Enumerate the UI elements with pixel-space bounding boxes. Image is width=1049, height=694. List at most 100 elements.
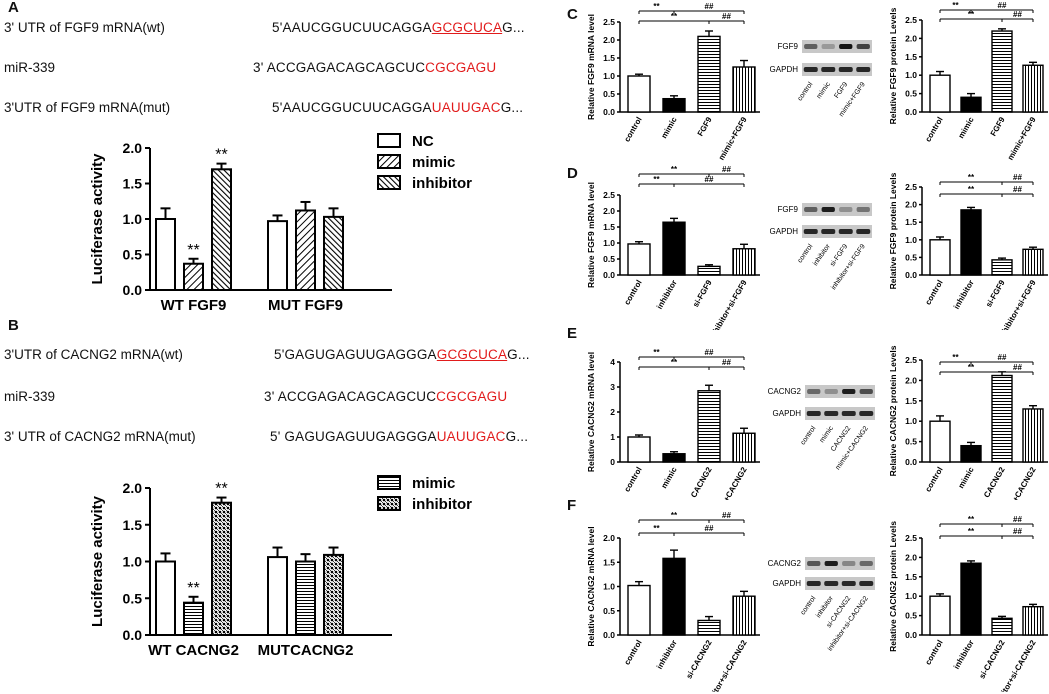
bar: [155, 560, 176, 636]
y-tick-label: 1.0: [905, 416, 917, 426]
y-tick-label: 1.0: [905, 235, 917, 245]
y-axis-label: Relative CACNG2 mRNA level: [586, 352, 596, 472]
significance-marker: **: [653, 524, 660, 533]
bar: [183, 262, 204, 291]
significance-marker: **: [671, 358, 678, 367]
bar: [697, 35, 721, 113]
legend-swatch: [377, 475, 401, 490]
bar: [295, 560, 316, 636]
blot-band: [821, 44, 835, 49]
x-tick-label: control: [923, 466, 944, 494]
bar: [960, 562, 982, 636]
chart-d-mrna: 0.0 0.5 1.0 1.5 2.0 2.5 Relative FGF9 mRNA lev…: [586, 165, 760, 330]
y-tick-label: 2: [610, 407, 615, 417]
bar: [323, 553, 344, 636]
blot-band: [804, 44, 818, 49]
x-tick-label: control: [923, 116, 944, 144]
panel-label-a: A: [8, 0, 19, 16]
blot-band: [803, 67, 818, 72]
x-tick-label: mimic+FGF9: [1006, 115, 1038, 162]
significance-marker: **: [968, 515, 975, 524]
significance-marker: **: [653, 348, 660, 357]
y-tick-label: 2.5: [905, 15, 917, 25]
sequence-suffix: G...: [500, 100, 524, 115]
sequence-suffix: G...: [507, 347, 530, 362]
y-tick-label: 0.5: [905, 252, 917, 262]
significance-marker: **: [968, 173, 975, 182]
bar: [960, 96, 982, 113]
chart-e-protein: 0.0 0.5 1.0 1.5 2.0 2.5 Relative CACNG2 protei…: [888, 345, 1048, 500]
y-tick-label: 2.5: [603, 17, 615, 27]
y-tick-label: 3: [610, 382, 615, 392]
blot-band: [856, 207, 870, 212]
y-tick-label: 1.0: [905, 591, 917, 601]
x-tick-label: control: [622, 279, 643, 307]
sequence-text: 5'AAUCGGUCUUCAGGAGCGCUCAG...: [272, 20, 525, 35]
luciferase-chart-a: 0.0 0.5 1.0 1.5 2.0 Luciferase activity ** ** WT…: [89, 133, 472, 314]
x-group-label: WT FGF9: [161, 297, 227, 314]
y-tick-label: 2.0: [123, 480, 143, 496]
sequence-seed-region: CGCGAGU: [425, 60, 497, 75]
significance-marker: ##: [1013, 515, 1022, 524]
blot-strip: [805, 577, 875, 590]
y-axis-label: Luciferase activity: [89, 153, 106, 285]
y-tick-label: 0.0: [905, 630, 917, 640]
chart-f-mrna: 0.0 0.5 1.0 1.5 2.0 Relative CACNG2 mRNA leve…: [586, 511, 760, 692]
bar: [662, 557, 686, 636]
blot-lane-label: control: [797, 81, 815, 103]
y-axis-label: Relative FGF9 protein Levels: [888, 7, 898, 124]
y-tick-label: 2.5: [603, 190, 615, 200]
chart-e-mrna: 0 1 2 3 4 Relative CACNG2 mRNA level control mi…: [586, 348, 760, 500]
y-tick-label: 2.0: [603, 35, 615, 45]
blot-band: [859, 581, 874, 586]
significance-marker: **: [187, 242, 199, 259]
panel-label-b: B: [8, 317, 19, 334]
chart-f-protein: 0.0 0.5 1.0 1.5 2.0 2.5 Relative CACNG2 protei…: [888, 515, 1048, 692]
y-tick-label: 0.0: [603, 107, 615, 117]
bar: [697, 265, 721, 276]
x-tick-label: mimic: [659, 465, 679, 490]
legend-swatch: [377, 496, 401, 511]
sequence-seed-region: UAUUGAC: [436, 429, 506, 444]
y-tick-label: 2.0: [905, 552, 917, 562]
blot-band: [856, 44, 870, 49]
bar: [991, 30, 1013, 113]
blot-target-label: CACNG2: [768, 387, 802, 396]
x-tick-label: mimic: [956, 465, 976, 490]
significance-marker: **: [952, 2, 959, 10]
x-tick-label: inhibitor: [952, 279, 976, 311]
bar: [627, 243, 651, 276]
bar: [662, 221, 686, 276]
bar: [1022, 64, 1044, 113]
x-tick-label: control: [923, 639, 944, 667]
significance-marker: ##: [722, 511, 731, 520]
significance-marker: **: [215, 147, 227, 164]
blot-band: [803, 229, 818, 234]
significance-marker: **: [968, 363, 975, 372]
y-tick-label: 0.5: [905, 611, 917, 621]
significance-marker: **: [215, 481, 227, 498]
x-group-label: WT CACNG2: [148, 642, 239, 659]
bar: [267, 556, 288, 636]
blot-strip: [802, 40, 872, 53]
y-tick-label: 0.0: [905, 457, 917, 467]
sequence-prefix: 5'GAGUGAGUUGAGGGA: [274, 347, 437, 362]
y-tick-label: 0.0: [123, 627, 143, 643]
y-tick-label: 0.0: [905, 270, 917, 280]
blot-lane-label: mimic: [819, 425, 836, 444]
blot-control-label: GAPDH: [770, 65, 798, 74]
bar: [1022, 248, 1044, 276]
bar: [732, 248, 756, 276]
western-blot-f: CACNG2GAPDHcontrolinhibitorsi-CACNG2inhi…: [768, 557, 875, 653]
blot-target-label: CACNG2: [768, 559, 802, 568]
significance-marker: **: [671, 12, 678, 21]
bar: [929, 595, 951, 636]
y-axis-label: Relative CACNG2 protein Levels: [888, 521, 898, 652]
blot-band: [821, 67, 836, 72]
y-tick-label: 1.5: [123, 176, 143, 192]
y-tick-label: 1.0: [603, 71, 615, 81]
y-tick-label: 2.5: [905, 533, 917, 543]
x-group-label: MUT FGF9: [268, 297, 343, 314]
bar: [960, 444, 982, 463]
